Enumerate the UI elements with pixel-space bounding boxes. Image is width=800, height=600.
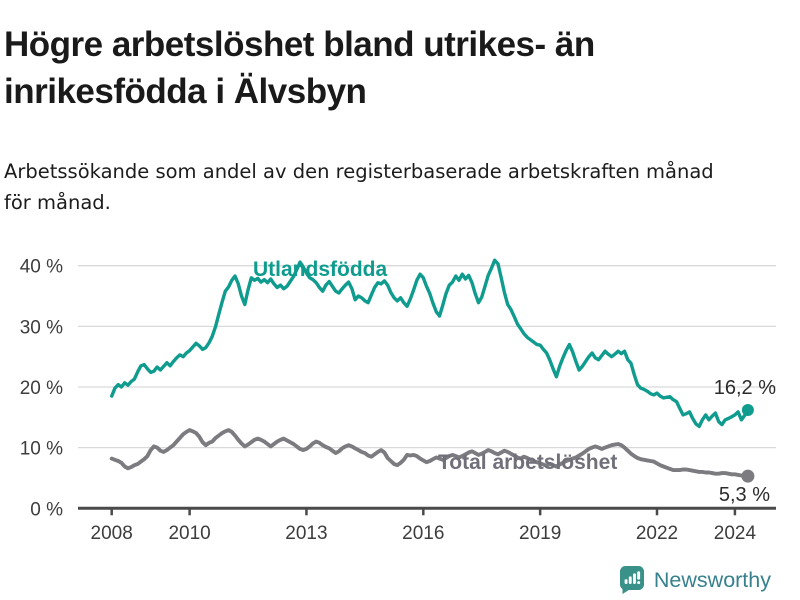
chart-subtitle-line2: för månad. bbox=[4, 190, 111, 214]
end-value-label-utlandsfodda: 16,2 % bbox=[714, 377, 776, 399]
series-line-utlandsfodda bbox=[109, 258, 750, 429]
series-end-dot bbox=[741, 469, 755, 483]
y-tick-label: 40 % bbox=[20, 257, 63, 278]
y-tick-label: 20 % bbox=[20, 378, 63, 399]
chart-title: Högre arbetslöshet bland utrikes- än inr… bbox=[4, 21, 784, 115]
y-tick-label: 0 % bbox=[30, 499, 63, 520]
x-tick-label: 2019 bbox=[519, 523, 561, 544]
series-line-total bbox=[109, 428, 750, 479]
chart-subtitle: Arbetssökande som andel av den registerb… bbox=[4, 156, 790, 218]
gridlines bbox=[78, 265, 776, 449]
x-tick-label: 2022 bbox=[636, 523, 678, 544]
y-tick-label: 10 % bbox=[20, 439, 63, 460]
end-value-label-total: 5,3 % bbox=[719, 484, 770, 506]
tick-labels: 0 % 10 % 20 % 30 % 40 % 2008 2010 2013 2016 2019 2… bbox=[20, 257, 757, 544]
x-tick-label: 2010 bbox=[168, 523, 210, 544]
newsworthy-logo[interactable]: Newsworthy bbox=[619, 565, 771, 595]
chart-subtitle-line1: Arbetssökande som andel av den registerb… bbox=[4, 159, 714, 183]
series-lines bbox=[109, 258, 755, 483]
brand-name[interactable]: Newsworthy bbox=[653, 567, 771, 592]
series-label-utlandsfodda: Utlandsfödda bbox=[253, 258, 387, 281]
chart-title-line1: Högre arbetslöshet bland utrikes- än bbox=[4, 25, 595, 65]
series-end-dot bbox=[741, 404, 754, 417]
x-tick-label: 2016 bbox=[402, 523, 444, 544]
x-tick-label: 2013 bbox=[285, 523, 327, 544]
chart-title-line2: inrikesfödda i Älvsbyn bbox=[4, 72, 367, 112]
x-tick-label: 2008 bbox=[91, 523, 133, 544]
bar-chart-speech-bubble-icon bbox=[619, 566, 644, 594]
x-axis bbox=[78, 506, 776, 516]
series-label-total-arbetsloshet: Total arbetslöshet bbox=[438, 451, 617, 474]
x-tick-label: 2024 bbox=[714, 523, 757, 544]
y-tick-label: 30 % bbox=[20, 317, 63, 338]
